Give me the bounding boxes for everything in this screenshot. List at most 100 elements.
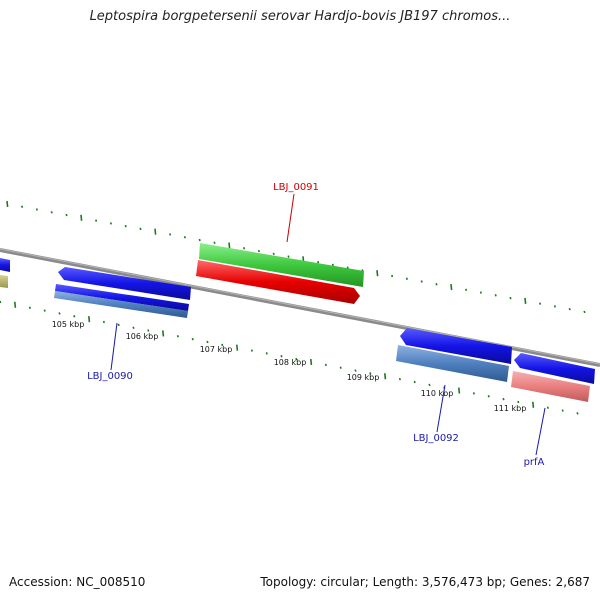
feature-blue-left-edge[interactable] [0, 258, 10, 272]
feature-olive-left [0, 275, 8, 288]
upper-ring-tick [317, 260, 320, 264]
upper-ring-tick [139, 227, 142, 231]
feature-lbj-0091-green[interactable] [199, 243, 364, 287]
upper-ring-tick [65, 213, 68, 217]
gene-label-lbj-0091[interactable]: LBJ_0091 [273, 182, 319, 193]
lower-ring-tick [576, 412, 579, 415]
lower-ring-tick [280, 355, 283, 358]
feature-lbj-0090-strand-b[interactable] [54, 291, 188, 318]
upper-ring-tick [391, 274, 394, 278]
lower-ring-tick [250, 349, 253, 352]
lower-ring-tick [73, 315, 76, 318]
gene-label-lbj-0090[interactable]: LBJ_0090 [87, 371, 133, 382]
lower-ring-tick [339, 366, 342, 369]
upper-ring-tick [21, 205, 24, 208]
scale-label-105: 105 kbp [52, 320, 85, 329]
lower-ring-tick [517, 400, 520, 404]
feature-lbj-0090-forward[interactable] [58, 267, 191, 300]
genome-summary-text: Topology: circular; Length: 3,576,473 bp… [260, 575, 590, 589]
upper-ring-tick [50, 211, 53, 214]
map-title: Leptospira borgpetersenii serovar Hardjo… [89, 9, 511, 24]
scale-label-108: 108 kbp [274, 358, 307, 367]
upper-ring-tick [568, 307, 571, 311]
feature-lbj-0090-strand-a[interactable] [55, 284, 189, 311]
gene-label-prfa[interactable]: prfA [524, 457, 545, 468]
lower-ring-tick [102, 320, 105, 324]
upper-ring-tick [198, 238, 201, 242]
leader-line-lbj-0090 [110, 322, 118, 371]
lower-ring-tick [265, 352, 268, 355]
upper-ring-tick [553, 305, 556, 308]
leader-line-prfa [535, 407, 546, 456]
upper-ring-tick [509, 296, 512, 300]
lower-ring-tick [428, 383, 431, 387]
scale-label-106: 106 kbp [126, 332, 159, 341]
feature-lbj-0092-steel[interactable] [396, 345, 509, 382]
lower-ring-tick [532, 401, 535, 408]
upper-ring-tick [494, 294, 497, 297]
lower-ring-tick [191, 337, 194, 341]
upper-ring-tick [183, 235, 186, 239]
feature-prfa-pink[interactable] [511, 371, 590, 402]
accession-text: Accession: NC_008510 [9, 575, 146, 589]
upper-ring-tick [465, 288, 468, 292]
upper-ring-tick [124, 224, 127, 228]
lower-ring-tick [206, 340, 209, 344]
upper-ring-tick [435, 283, 438, 286]
scale-label-110: 110 kbp [421, 389, 454, 398]
lower-ring-tick [88, 316, 91, 323]
upper-ring-tick [479, 291, 482, 294]
upper-ring-tick [154, 228, 157, 235]
upper-ring-tick [35, 208, 38, 211]
lower-ring-tick [43, 309, 46, 312]
lower-ring-tick [354, 369, 357, 372]
upper-ring-tick [228, 242, 231, 249]
upper-ring-tick [272, 252, 275, 256]
lower-ring-tick [310, 358, 313, 366]
feature-lbj-0092-forward[interactable] [400, 328, 512, 364]
lower-ring-tick [369, 372, 372, 375]
upper-ring-tick [376, 270, 379, 277]
scale-label-109: 109 kbp [347, 373, 380, 382]
lower-ring-tick [384, 373, 387, 380]
upper-ring-tick [331, 263, 334, 267]
upper-ring-tick [539, 302, 542, 305]
feature-prfa-forward[interactable] [514, 353, 595, 384]
lower-ring-tick [14, 301, 17, 308]
lower-ring-tick [0, 300, 2, 304]
lower-ring-tick [295, 357, 298, 361]
lower-ring-tick [413, 380, 416, 384]
scale-label-111: 111 kbp [494, 404, 527, 413]
upper-ring-tick [6, 200, 9, 208]
upper-ring-tick [257, 249, 260, 253]
upper-tick-ring [6, 200, 586, 314]
lower-ring-tick [147, 329, 150, 332]
upper-ring-tick [420, 280, 423, 283]
upper-ring-tick [169, 233, 172, 236]
upper-ring-tick [243, 247, 246, 250]
upper-ring-tick [583, 310, 586, 314]
lower-ring-tick [502, 397, 505, 401]
lower-ring-tick [487, 395, 490, 398]
upper-ring-tick [524, 297, 527, 304]
lower-ring-tick [546, 406, 549, 409]
lower-ring-tick [117, 323, 120, 327]
upper-ring-tick [450, 283, 453, 291]
gene-label-lbj-0092[interactable]: LBJ_0092 [413, 433, 459, 444]
lower-ring-tick [324, 363, 327, 367]
upper-ring-tick [287, 255, 290, 258]
leader-line-lbj-0091 [286, 193, 295, 243]
leader-line-lbj-0092 [436, 384, 446, 433]
lower-ring-tick [458, 387, 461, 394]
lower-ring-tick [236, 344, 239, 351]
upper-ring-tick [109, 222, 112, 225]
lower-ring-tick [221, 343, 224, 347]
upper-ring-tick [80, 214, 83, 221]
upper-ring-tick [405, 277, 408, 280]
lower-ring-tick [58, 312, 61, 315]
upper-ring-tick [95, 219, 98, 222]
lower-ring-tick [132, 326, 135, 329]
feature-lbj-0091-red[interactable] [196, 260, 360, 304]
lower-ring-tick [561, 409, 564, 412]
